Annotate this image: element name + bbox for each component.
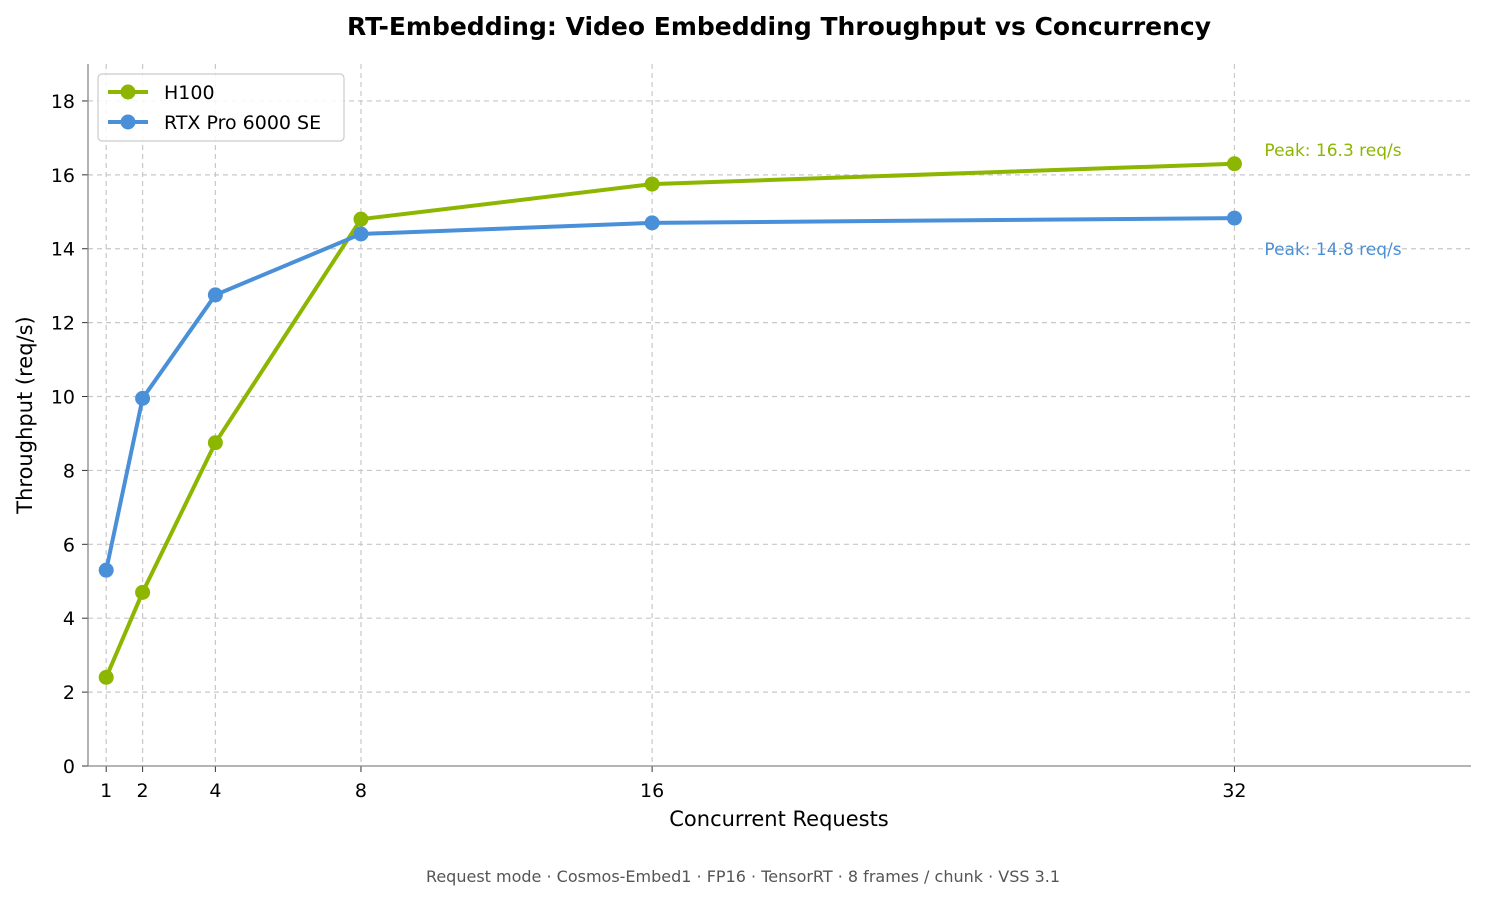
data-point-h100 — [207, 435, 223, 451]
data-point-rtx-pro-6000-se — [98, 562, 114, 578]
x-tick-label: 8 — [355, 780, 367, 802]
legend-box — [97, 73, 345, 142]
data-point-h100 — [644, 176, 660, 192]
y-tick-label: 2 — [63, 682, 75, 704]
legend-marker — [120, 114, 136, 130]
y-tick-label: 18 — [51, 91, 75, 113]
y-tick-label: 16 — [51, 165, 75, 187]
data-point-rtx-pro-6000-se — [644, 215, 660, 231]
data-point-rtx-pro-6000-se — [135, 390, 151, 406]
legend: H100 RTX Pro 6000 SE — [97, 73, 345, 142]
grid — [88, 64, 1471, 766]
legend-label: RTX Pro 6000 SE — [164, 112, 321, 134]
y-tick-label: 6 — [63, 534, 75, 556]
peak-annotation: Peak: 16.3 req/s — [1264, 141, 1401, 161]
peak-annotation: Peak: 14.8 req/s — [1264, 240, 1401, 260]
y-tick-label: 14 — [51, 239, 75, 261]
x-tick-label: 1 — [100, 780, 112, 802]
x-tick-label: 2 — [137, 780, 149, 802]
x-tick-label: 32 — [1222, 780, 1246, 802]
series-layer — [98, 156, 1242, 685]
data-point-rtx-pro-6000-se — [1226, 210, 1242, 226]
y-axis-label: Throughput (req/s) — [13, 316, 37, 514]
series-line-h100 — [104, 161, 1237, 680]
chart-title: RT-Embedding: Video Embedding Throughput… — [347, 12, 1211, 41]
legend-marker — [120, 84, 136, 100]
annotations: Peak: 16.3 req/s Peak: 14.8 req/s — [1264, 141, 1401, 260]
series-line-rtx-pro-6000-se — [104, 216, 1237, 573]
y-tick-label: 0 — [63, 756, 75, 778]
footer-note: Request mode · Cosmos-Embed1 · FP16 · Te… — [426, 867, 1060, 886]
data-point-h100 — [135, 584, 151, 600]
x-tick-label: 16 — [640, 780, 664, 802]
y-tick-label: 8 — [63, 460, 75, 482]
y-tick-label: 12 — [51, 313, 75, 335]
y-tick-label: 4 — [63, 608, 75, 630]
data-point-rtx-pro-6000-se — [353, 226, 369, 242]
legend-label: H100 — [164, 82, 215, 104]
data-point-rtx-pro-6000-se — [207, 287, 223, 303]
y-tick-label: 10 — [51, 387, 75, 409]
x-tick-label: 4 — [209, 780, 221, 802]
data-point-h100 — [1226, 156, 1242, 172]
x-axis-label: Concurrent Requests — [669, 807, 889, 831]
data-point-h100 — [353, 211, 369, 227]
data-point-h100 — [98, 669, 114, 685]
